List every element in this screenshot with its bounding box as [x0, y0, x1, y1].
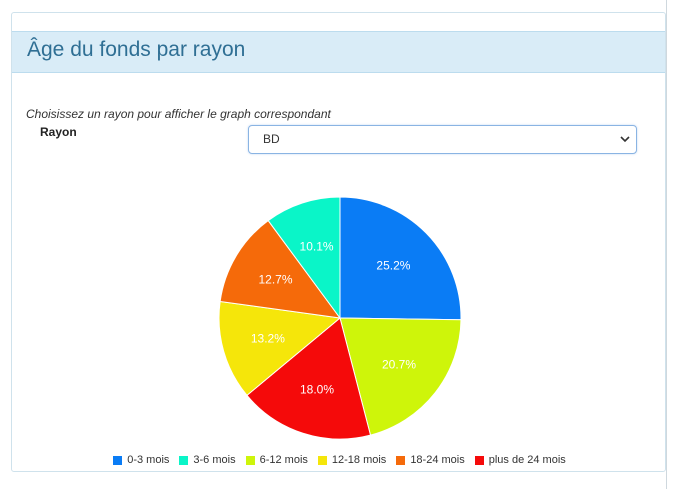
page-edge-divider — [666, 0, 667, 489]
pie-slice-18-24-mois[interactable] — [219, 219, 342, 319]
pie-slice-3-6-mois[interactable] — [267, 196, 341, 320]
legend-swatch — [113, 455, 123, 465]
chart-legend: 0-3 mois 3-6 mois 6-12 mois 12-18 mois 18-24… — [0, 452, 679, 468]
rayon-label: Rayon — [40, 125, 77, 139]
legend-item-plus-de-24-mois[interactable]: plus de 24 mois — [474, 452, 566, 468]
legend-swatch — [396, 455, 406, 465]
pie-slice-label: 25.2% — [376, 258, 410, 272]
pie-slice-label: 10.1% — [300, 240, 334, 254]
legend-item-6-12-mois[interactable]: 6-12 mois — [245, 452, 308, 468]
pie-chart: 25.2% 20.7% 18.0% 13.2% 12.7% 10.1% — [218, 196, 462, 440]
pie-slice-label: 12.7% — [258, 273, 292, 287]
pie-slice-plus-de-24-mois[interactable] — [246, 317, 372, 440]
legend-label: 6-12 mois — [259, 454, 308, 466]
pie-slice-label: 13.2% — [251, 332, 285, 346]
rayon-select[interactable]: BD — [248, 125, 637, 154]
legend-item-3-6-mois[interactable]: 3-6 mois — [179, 452, 236, 468]
legend-item-0-3-mois[interactable]: 0-3 mois — [113, 452, 169, 468]
legend-swatch — [245, 455, 255, 465]
legend-swatch — [474, 455, 484, 465]
pie-slice-0-3-mois[interactable] — [339, 196, 462, 321]
rayon-select-value: BD — [263, 132, 280, 146]
chevron-down-icon — [620, 136, 630, 143]
legend-item-18-24-mois[interactable]: 18-24 mois — [396, 452, 465, 468]
legend-label: 18-24 mois — [410, 454, 465, 466]
pie-slice-6-12-mois[interactable] — [339, 317, 462, 436]
legend-label: 0-3 mois — [127, 454, 170, 466]
legend-label: 12-18 mois — [331, 454, 387, 466]
instructions-text: Choisissez un rayon pour afficher le gra… — [26, 107, 331, 121]
panel-header: Âge du fonds par rayon — [12, 31, 665, 73]
legend-swatch — [317, 455, 327, 465]
pie-slice-12-18-mois[interactable] — [218, 300, 342, 397]
pie-slice-label: 18.0% — [300, 382, 334, 396]
legend-label: 3-6 mois — [193, 454, 236, 466]
legend-swatch — [179, 455, 189, 465]
panel-title: Âge du fonds par rayon — [27, 38, 246, 61]
legend-label: plus de 24 mois — [488, 454, 566, 466]
legend-item-12-18-mois[interactable]: 12-18 mois — [317, 452, 387, 468]
pie-slice-label: 20.7% — [382, 357, 416, 371]
